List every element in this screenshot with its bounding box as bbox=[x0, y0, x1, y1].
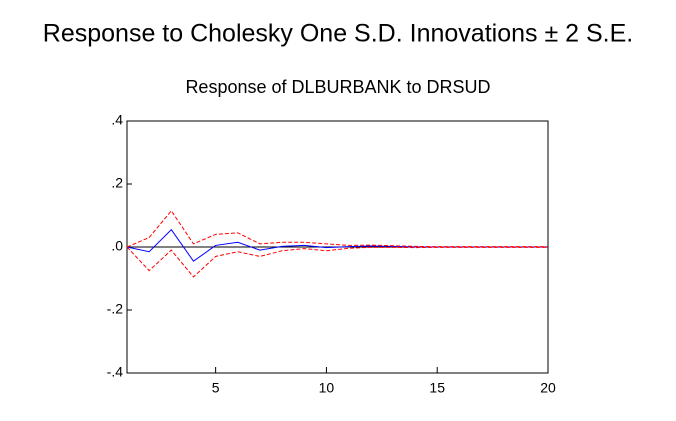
y-tick-label: -.4 bbox=[107, 364, 124, 380]
series-line bbox=[126, 209, 548, 248]
x-tick-label: 5 bbox=[212, 380, 220, 396]
x-tick-label: 20 bbox=[540, 380, 556, 396]
y-tick-label: .2 bbox=[111, 175, 123, 191]
x-tick-label: 15 bbox=[429, 380, 445, 396]
y-tick-label: .4 bbox=[111, 112, 123, 128]
series-line bbox=[126, 246, 548, 278]
series-line bbox=[126, 228, 548, 262]
y-tick-label: -.2 bbox=[107, 301, 124, 317]
y-tick-label: .0 bbox=[111, 238, 123, 254]
chart-title: Response to Cholesky One S.D. Innovation… bbox=[43, 20, 633, 48]
x-tick-label: 10 bbox=[319, 380, 335, 396]
chart-subtitle: Response of DLBURBANK to DRSUD bbox=[185, 77, 490, 97]
